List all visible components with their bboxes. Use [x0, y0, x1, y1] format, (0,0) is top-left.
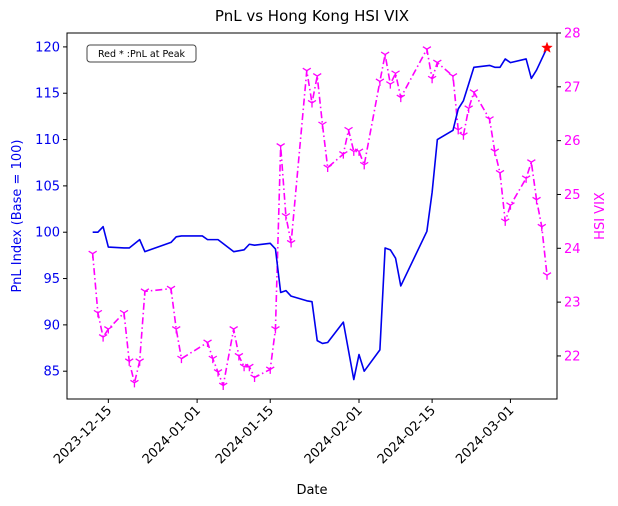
pnl-line	[92, 47, 548, 381]
vix-point	[396, 94, 406, 103]
vix-point	[203, 339, 212, 347]
plot-background	[67, 33, 557, 399]
vix-point	[166, 285, 176, 294]
vix-point	[286, 239, 296, 248]
y2-axis-label: HSI VIX	[593, 192, 608, 240]
vix-point	[422, 46, 432, 54]
vix-point	[213, 369, 223, 377]
vix-point	[485, 116, 494, 124]
y2-tick-label: 28	[564, 27, 581, 42]
vix-point	[490, 148, 500, 156]
vix-point	[140, 288, 150, 296]
vix-point	[542, 272, 552, 280]
vix-point	[318, 121, 327, 129]
vix-point	[312, 73, 322, 81]
vix-point	[323, 164, 333, 173]
x-tick-label: 2024-02-01	[302, 403, 366, 467]
vix-point	[250, 374, 259, 382]
vix-point	[521, 175, 531, 183]
y2-tick-label: 27	[564, 80, 581, 95]
y2-tick-label: 23	[564, 296, 581, 311]
plot-frame	[66, 32, 558, 400]
annotation-text: Red * :PnL at Peak	[98, 49, 186, 60]
vix-point	[135, 358, 145, 366]
vix-point	[281, 212, 291, 221]
vix-point	[244, 363, 254, 372]
vix-point	[171, 325, 181, 334]
x-tick-label: 2024-01-01	[140, 403, 204, 467]
vix-point	[265, 366, 275, 374]
y2-tick-label: 25	[564, 188, 581, 203]
vix-point	[380, 51, 390, 60]
vix-point	[495, 169, 505, 178]
x-axis-label: Date	[296, 483, 327, 498]
vix-point	[526, 159, 536, 167]
vix-point	[432, 59, 442, 68]
vix-point	[177, 355, 186, 364]
vix-point	[276, 142, 286, 151]
y-tick-label: 115	[35, 87, 60, 102]
vix-point	[427, 75, 437, 84]
x-tick-label: 2024-03-01	[453, 403, 517, 467]
annotation-box: Red * :PnL at Peak	[86, 44, 197, 63]
vix-point	[88, 250, 98, 259]
vix-point	[500, 218, 510, 226]
vix-point	[464, 105, 474, 113]
peak-star-marker	[541, 41, 553, 53]
y-tick-label: 100	[35, 226, 60, 241]
vix-point	[448, 73, 458, 81]
chart-title: PnL vs Hong Kong HSI VIX	[215, 7, 409, 25]
vix-point	[119, 309, 129, 318]
vix-point	[453, 126, 463, 135]
vix-point	[218, 382, 228, 391]
vix-point	[459, 132, 468, 140]
y-tick-label: 110	[35, 133, 60, 148]
vix-point	[103, 325, 113, 334]
vix-point	[391, 70, 400, 78]
vix-line	[91, 48, 548, 387]
vix-point	[98, 334, 108, 342]
y-tick-label: 85	[43, 365, 60, 380]
y-tick-label: 95	[43, 272, 60, 287]
vix-point	[124, 358, 134, 366]
y-tick-label: 120	[35, 40, 60, 55]
y2-tick-label: 26	[564, 134, 581, 149]
y2-tick-label: 24	[564, 242, 581, 257]
vix-point	[359, 161, 369, 170]
vix-point	[375, 78, 385, 86]
vix-point	[385, 81, 395, 89]
vix-point	[271, 325, 280, 334]
vix-point	[506, 202, 515, 210]
vix-point	[532, 196, 541, 205]
vix-point	[130, 379, 139, 388]
vix-point	[537, 223, 547, 232]
y-tick-label: 90	[43, 318, 60, 333]
vix-point	[93, 309, 103, 318]
vix-point	[344, 126, 353, 135]
y-tick-label: 105	[35, 179, 60, 194]
annotation-frame	[86, 44, 197, 63]
x-tick-label: 2023-12-15	[51, 403, 115, 467]
data-series	[88, 41, 553, 391]
vix-point	[354, 148, 364, 156]
vix-point	[307, 99, 317, 108]
vix-point	[208, 355, 218, 364]
y2-tick-label: 22	[564, 349, 581, 364]
vix-point	[229, 325, 239, 334]
x-tick-label: 2024-01-15	[213, 403, 277, 467]
vix-point	[469, 89, 479, 97]
vix-point	[338, 151, 348, 159]
y-axis-label: PnL Index (Base = 100)	[10, 140, 25, 293]
vix-point	[234, 352, 244, 361]
x-tick-label: 2024-02-15	[375, 403, 439, 467]
vix-point	[302, 67, 312, 76]
